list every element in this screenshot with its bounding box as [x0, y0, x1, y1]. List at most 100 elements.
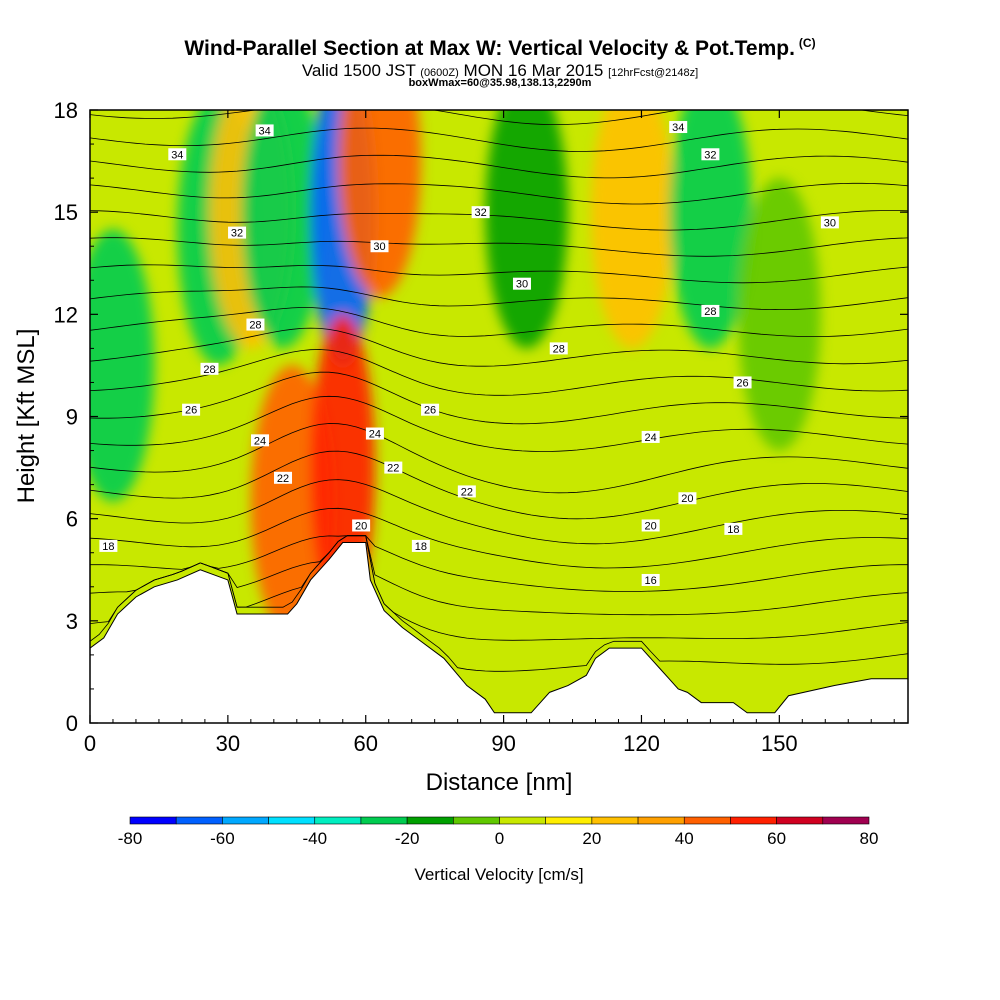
theta-line: [90, 264, 908, 284]
colorbar-swatch: [453, 816, 500, 825]
svg-text:30: 30: [824, 217, 836, 229]
colorbar-swatch: [406, 816, 454, 825]
colorbar-swatch: [499, 816, 546, 825]
theta-label: 24: [641, 430, 660, 444]
velocity-feature-8: [485, 110, 568, 349]
theta-line: [90, 75, 908, 98]
theta-label: 34: [669, 121, 688, 134]
theta-label: 32: [701, 148, 720, 161]
svg-text:18: 18: [102, 541, 114, 553]
x-tick-label: 120: [623, 731, 660, 756]
x-tick-label: 30: [216, 731, 240, 756]
x-axis: 0 30 60 90 120 150: [84, 110, 895, 756]
y-tick-label: 18: [54, 98, 78, 123]
svg-text:20: 20: [645, 520, 657, 532]
theta-label: 30: [512, 277, 531, 291]
colorbar-tick-label: -40: [302, 829, 327, 848]
theta-label: 32: [471, 206, 490, 219]
plot-area: [90, 75, 908, 723]
theta-contours: [90, 75, 908, 672]
svg-text:22: 22: [277, 473, 289, 485]
theta-line: [90, 110, 908, 125]
svg-text:20: 20: [355, 520, 367, 532]
colorbar-swatch: [591, 816, 639, 825]
svg-text:24: 24: [254, 435, 266, 447]
colorbar-tick-label: 40: [675, 829, 694, 848]
y-tick-label: 0: [66, 711, 78, 736]
theta-label: 18: [99, 539, 118, 553]
theta-line: [90, 371, 908, 425]
theta-line: [90, 182, 908, 205]
theta-label: 30: [370, 240, 389, 253]
colorbar-swatch: [545, 816, 593, 825]
theta-label: 18: [724, 522, 743, 536]
velocity-feature-0: [90, 229, 155, 502]
colorbar-tick-label: 60: [767, 829, 786, 848]
svg-text:24: 24: [645, 432, 657, 444]
colorbar-swatch: [175, 816, 223, 825]
theta-line: [90, 479, 908, 545]
y-tick-label: 9: [66, 405, 78, 430]
theta-label: 16: [641, 573, 660, 587]
theta-label: 22: [274, 471, 293, 485]
svg-text:28: 28: [704, 306, 716, 318]
theta-label: 34: [168, 148, 187, 161]
velocity-feature-10: [669, 110, 752, 349]
colorbar-tick-label: -60: [210, 829, 235, 848]
svg-text:18: 18: [415, 541, 427, 553]
colorbar-tick-label: -80: [118, 829, 143, 848]
svg-text:22: 22: [461, 486, 473, 498]
svg-text:34: 34: [171, 149, 183, 161]
forecast-info: [12hrFcst@2148z]: [608, 67, 699, 79]
theta-label: 20: [641, 519, 660, 532]
x-tick-label: 0: [84, 731, 96, 756]
colorbar-swatch: [730, 816, 777, 825]
svg-text:32: 32: [704, 149, 716, 161]
colorbar-label: Vertical Velocity [cm/s]: [414, 865, 583, 884]
theta-label: 20: [352, 519, 371, 532]
svg-text:32: 32: [231, 228, 243, 240]
y-tick-label: 6: [66, 507, 78, 532]
x-axis-label: Distance [nm]: [426, 769, 573, 796]
y-tick-label: 3: [66, 609, 78, 634]
theta-label: 24: [251, 434, 270, 447]
theta-line: [90, 237, 908, 257]
svg-text:18: 18: [727, 524, 739, 536]
colorbar-swatch: [314, 816, 362, 825]
theta-line: [90, 450, 908, 520]
theta-label: 28: [701, 304, 720, 318]
svg-text:28: 28: [203, 364, 215, 376]
theta-line: [90, 154, 908, 179]
colorbar-swatch: [268, 816, 316, 825]
svg-text:26: 26: [424, 405, 436, 417]
theta-label: 34: [255, 124, 274, 137]
theta-label: 26: [733, 376, 752, 389]
theta-label: 24: [365, 427, 384, 441]
colorbar-tick-label: 80: [860, 829, 879, 848]
theta-label: 28: [200, 362, 219, 376]
theta-line: [90, 535, 908, 616]
svg-text:16: 16: [645, 575, 657, 587]
theta-label: 20: [678, 492, 697, 505]
theta-label: 28: [246, 318, 265, 332]
velocity-feature-7: [338, 110, 421, 298]
colorbar-swatch: [637, 816, 685, 825]
theta-line: [90, 507, 908, 569]
x-tick-label: 150: [761, 731, 798, 756]
theta-line: [90, 327, 908, 367]
colorbar-tick-label: -20: [395, 829, 420, 848]
theta-label: 30: [820, 216, 839, 229]
chart-title: Wind-Parallel Section at Max W: Vertical…: [184, 36, 816, 60]
colorbar-tick-label: 0: [495, 829, 504, 848]
theta-label: 22: [457, 485, 476, 498]
svg-text:32: 32: [474, 207, 486, 219]
theta-line: [90, 307, 908, 337]
theta-label: 26: [182, 403, 201, 417]
svg-text:22: 22: [387, 463, 399, 475]
utc-time: (0600Z): [420, 67, 459, 79]
theta-line: [90, 395, 908, 452]
theta-line: [90, 423, 908, 494]
svg-text:28: 28: [249, 320, 261, 332]
svg-text:30: 30: [373, 241, 385, 253]
